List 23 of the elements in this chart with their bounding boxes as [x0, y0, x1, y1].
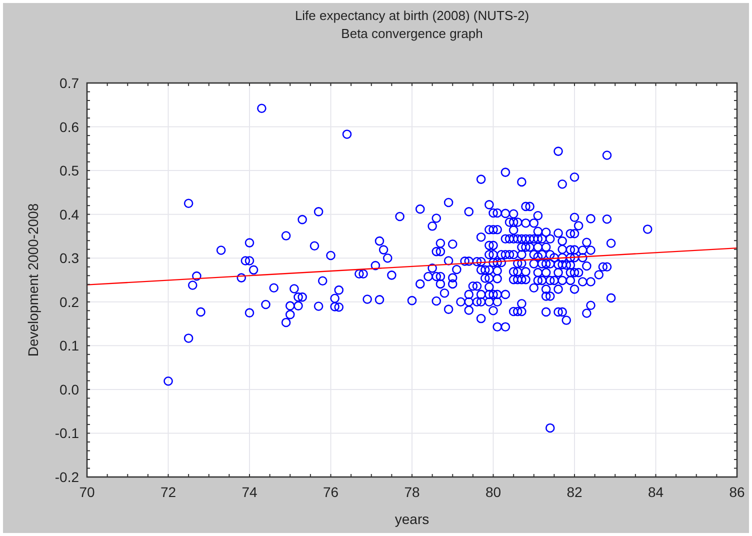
y-tick-label: 0.1 [60, 338, 80, 354]
x-tick-label: 78 [404, 484, 420, 500]
x-tick-label: 70 [79, 484, 95, 500]
x-tick-label: 84 [648, 484, 664, 500]
x-tick-label: 74 [242, 484, 258, 500]
y-tick-label: 0.5 [60, 162, 80, 179]
y-tick-label: 0.4 [60, 206, 80, 222]
x-tick-label: 76 [322, 484, 339, 500]
y-tick-label: 0.7 [60, 75, 80, 91]
chart-title: Life expectancy at birth (2008) (NUTS-2) [294, 8, 530, 23]
x-tick-label: 80 [485, 484, 502, 500]
y-tick-label: 0.0 [60, 381, 80, 398]
chart-subtitle: Beta convergence graph [341, 26, 483, 41]
y-tick-label: -0.2 [54, 469, 80, 485]
y-tick-label: 0.3 [60, 250, 80, 266]
y-tick-label: 0.6 [60, 118, 80, 135]
x-tick-label: 86 [729, 484, 745, 500]
y-tick-label: 0.2 [60, 294, 80, 310]
x-tick-label: 72 [160, 484, 176, 500]
x-axis-title: years [394, 511, 430, 527]
y-axis-title: Development 2000-2008 [25, 203, 41, 357]
y-tick-label: -0.1 [54, 425, 80, 442]
x-tick-label: 82 [566, 484, 582, 500]
